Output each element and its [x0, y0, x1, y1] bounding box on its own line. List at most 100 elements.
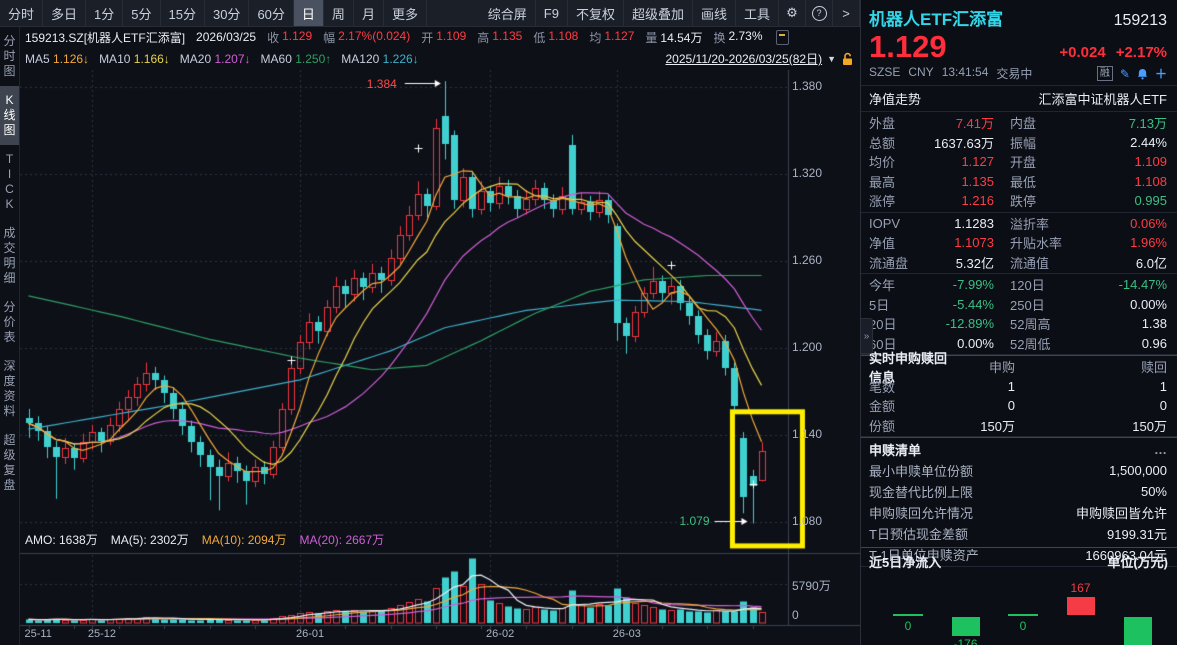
sidebar-item-分价表[interactable]: 分价表 — [3, 300, 16, 344]
stat-row: 60日 0.00% 52周低 0.96 — [869, 335, 1167, 352]
ma-value-MA5: MA5 1.126↓ — [25, 51, 90, 66]
quote-field: 159213.SZ[机器人ETF汇添富] — [25, 30, 186, 45]
zero-label: 0 — [904, 619, 912, 633]
net-inflow-section: 近5日净流入 单位(万元) 0 -176 0 167 — [861, 547, 1177, 645]
add-plus-icon[interactable]: ＋ — [1154, 67, 1167, 81]
price-axis-label: 1.260 — [792, 253, 823, 267]
list-row: 申购赎回允许情况 申购赎回皆允许 — [869, 506, 1167, 521]
date-axis-label: 26-02 — [486, 628, 515, 640]
list-row: 最小申赎单位份额 1,500,000 — [869, 463, 1167, 479]
stat-row: IOPV 1.1283 溢折率 0.06% — [869, 215, 1167, 232]
quote-field: 低 1.108 — [533, 28, 579, 45]
quote-field: 高 1.135 — [477, 28, 523, 45]
inflow-bar — [1066, 597, 1095, 615]
sidebar-item-深度资料[interactable]: 深度资料 — [3, 359, 16, 418]
stat-row: 外盘 7.41万 内盘 7.13万 — [869, 116, 1167, 132]
ma-value-MA20: MA20 1.207↓ — [179, 51, 251, 66]
chevron-right-icon[interactable]: > — [833, 0, 860, 26]
stock-detail-panel: » 机器人ETF汇添富 159213 1.129 +0.024 +2.17% SZ… — [860, 0, 1177, 645]
sidebar-item-成交明细[interactable]: 成交明细 — [3, 226, 16, 285]
list-header: 申赎清单… — [869, 442, 1167, 458]
alert-bell-icon[interactable] — [1137, 68, 1148, 80]
margin-badge: 融 — [1096, 66, 1113, 81]
realtime-row: 金额 0 0 — [869, 398, 1167, 415]
ma-values: MA5 1.126↓ MA10 1.166↓ MA20 1.207↓ MA60 1.2… — [25, 52, 419, 66]
tool-button-综合屏[interactable]: 综合屏 — [480, 0, 536, 26]
zero-line — [893, 614, 923, 616]
stat-row: 最高 1.135 最低 1.108 — [869, 173, 1167, 190]
period-tab-月[interactable]: 月 — [354, 0, 384, 26]
stat-section-0: 外盘 7.41万 内盘 7.13万 总额 1637.63万 振幅 2.44% 均价 1.127 开盘… — [861, 112, 1177, 213]
quote-info-row: 159213.SZ[机器人ETF汇添富] 2026/03/25 收 1.129 幅 2.1… — [20, 27, 860, 47]
period-tab-更多[interactable]: 更多 — [384, 0, 427, 26]
stat-section-2: 今年 -7.99% 120日 -14.47% 5日 -5.44% 250日 0.00% 20日 -… — [861, 274, 1177, 355]
sidebar-item-分时图[interactable]: 分时图 — [3, 34, 16, 78]
ma-value-MA60: MA60 1.250↑ — [260, 51, 332, 66]
help-icon[interactable]: ? — [806, 0, 833, 26]
period-tab-多日[interactable]: 多日 — [43, 0, 87, 26]
tool-button-不复权[interactable]: 不复权 — [568, 0, 624, 26]
period-tab-周[interactable]: 周 — [324, 0, 354, 26]
list-row: 现金替代比例上限 50% — [869, 484, 1167, 500]
stat-row: 5日 -5.44% 250日 0.00% — [869, 296, 1167, 313]
edit-pencil-icon[interactable]: ✎ — [1119, 66, 1130, 81]
tool-button-超级叠加[interactable]: 超级叠加 — [624, 0, 693, 26]
creation-redemption-section: 申赎清单… 最小申赎单位份额 1,500,000 现金替代比例上限 50% 申购赎回允许情… — [861, 437, 1177, 567]
stat-row: 净值 1.1073 升贴水率 1.96% — [869, 235, 1167, 252]
volume-axis-label: 0 — [792, 608, 799, 622]
quote-field: 换 2.73% — [713, 28, 763, 45]
realtime-row: 笔数 1 1 — [869, 378, 1167, 395]
low-price-annotation: 1.079 — [679, 514, 710, 529]
stock-name: 机器人ETF汇添富 — [869, 10, 1004, 29]
period-tabs: 分时 多日 1分 5分 15分 30分 60分日周月更多 — [0, 0, 427, 26]
tool-button-工具[interactable]: 工具 — [736, 0, 779, 26]
period-tab-1分[interactable]: 1分 — [86, 0, 124, 26]
outflow-bar — [1124, 617, 1152, 645]
unlock-icon[interactable] — [841, 52, 854, 66]
stat-row: 流通盘 5.32亿 流通值 6.0亿 — [869, 255, 1167, 271]
tool-button-画线[interactable]: 画线 — [693, 0, 736, 26]
more-icon[interactable]: … — [1154, 442, 1167, 457]
period-tab-日[interactable]: 日 — [293, 0, 324, 26]
sidebar-item-超级复盘[interactable]: 超级复盘 — [3, 433, 16, 492]
period-tab-30分[interactable]: 30分 — [205, 0, 250, 26]
realtime-header: 实时申购赎回信息 申购 赎回 — [869, 350, 1167, 385]
ma-value-MA120: MA120 1.226↓ — [341, 51, 419, 66]
toolbar-right: 综合屏 F9 不复权 超级叠加 画线 工具 ⚙ ? > — [480, 0, 860, 26]
net-inflow-unit: 单位(万元) — [1107, 555, 1168, 570]
last-price: 1.129 — [869, 29, 947, 64]
period-tab-分时[interactable]: 分时 — [0, 0, 44, 26]
stat-row: 总额 1637.63万 振幅 2.44% — [869, 134, 1167, 151]
quote-field: 均 1.127 — [589, 28, 635, 45]
kline-canvas[interactable] — [20, 70, 860, 645]
quote-field: 幅 2.17%(0.024) — [323, 28, 411, 45]
period-tab-5分[interactable]: 5分 — [123, 0, 161, 26]
nav-row[interactable]: 净值走势 汇添富中证机器人ETF — [861, 86, 1177, 112]
quote-field: 量 14.54万 — [645, 30, 703, 45]
list-row: T-1日单位申赎资产 1660963.04元 — [869, 548, 1167, 563]
outflow-bar — [951, 617, 980, 636]
kline-chart-area: 159213.SZ[机器人ETF汇添富] 2026/03/25 收 1.129 幅 2.1… — [20, 27, 860, 645]
settings-gear-icon[interactable]: ⚙ — [779, 0, 806, 26]
net-inflow-bars: 0 -176 0 167 — [867, 574, 1172, 645]
nav-trend-label[interactable]: 净值走势 — [869, 92, 922, 107]
list-row: T日预估现金差额 9199.31元 — [869, 527, 1167, 542]
stat-row: 涨停 1.216 跌停 0.995 — [869, 193, 1167, 210]
period-tab-15分[interactable]: 15分 — [161, 0, 205, 26]
period-toolbar: 分时 多日 1分 5分 15分 30分 60分日周月更多 综合屏 F9 不复权 超级叠加 画线 工具 … — [0, 0, 860, 27]
panel-collapse-handle[interactable]: » — [861, 318, 873, 354]
period-tab-60分[interactable]: 60分 — [249, 0, 294, 26]
outflow-label: -176 — [953, 637, 978, 645]
tool-button-F9[interactable]: F9 — [536, 0, 568, 26]
stat-sections: 外盘 7.41万 内盘 7.13万 总额 1637.63万 振幅 2.44% 均价 1.127 开盘… — [861, 112, 1177, 355]
price-axis-label: 1.080 — [792, 514, 823, 528]
date-range-control[interactable]: 2025/11/20-2026/03/25(82日) ▼ — [666, 50, 861, 67]
quote-field: 收 1.129 — [267, 28, 313, 45]
zero-label: 0 — [1019, 619, 1027, 633]
zero-line — [1008, 614, 1038, 616]
note-icon[interactable] — [775, 29, 789, 45]
volume-axis-label: 5790万 — [792, 578, 831, 593]
